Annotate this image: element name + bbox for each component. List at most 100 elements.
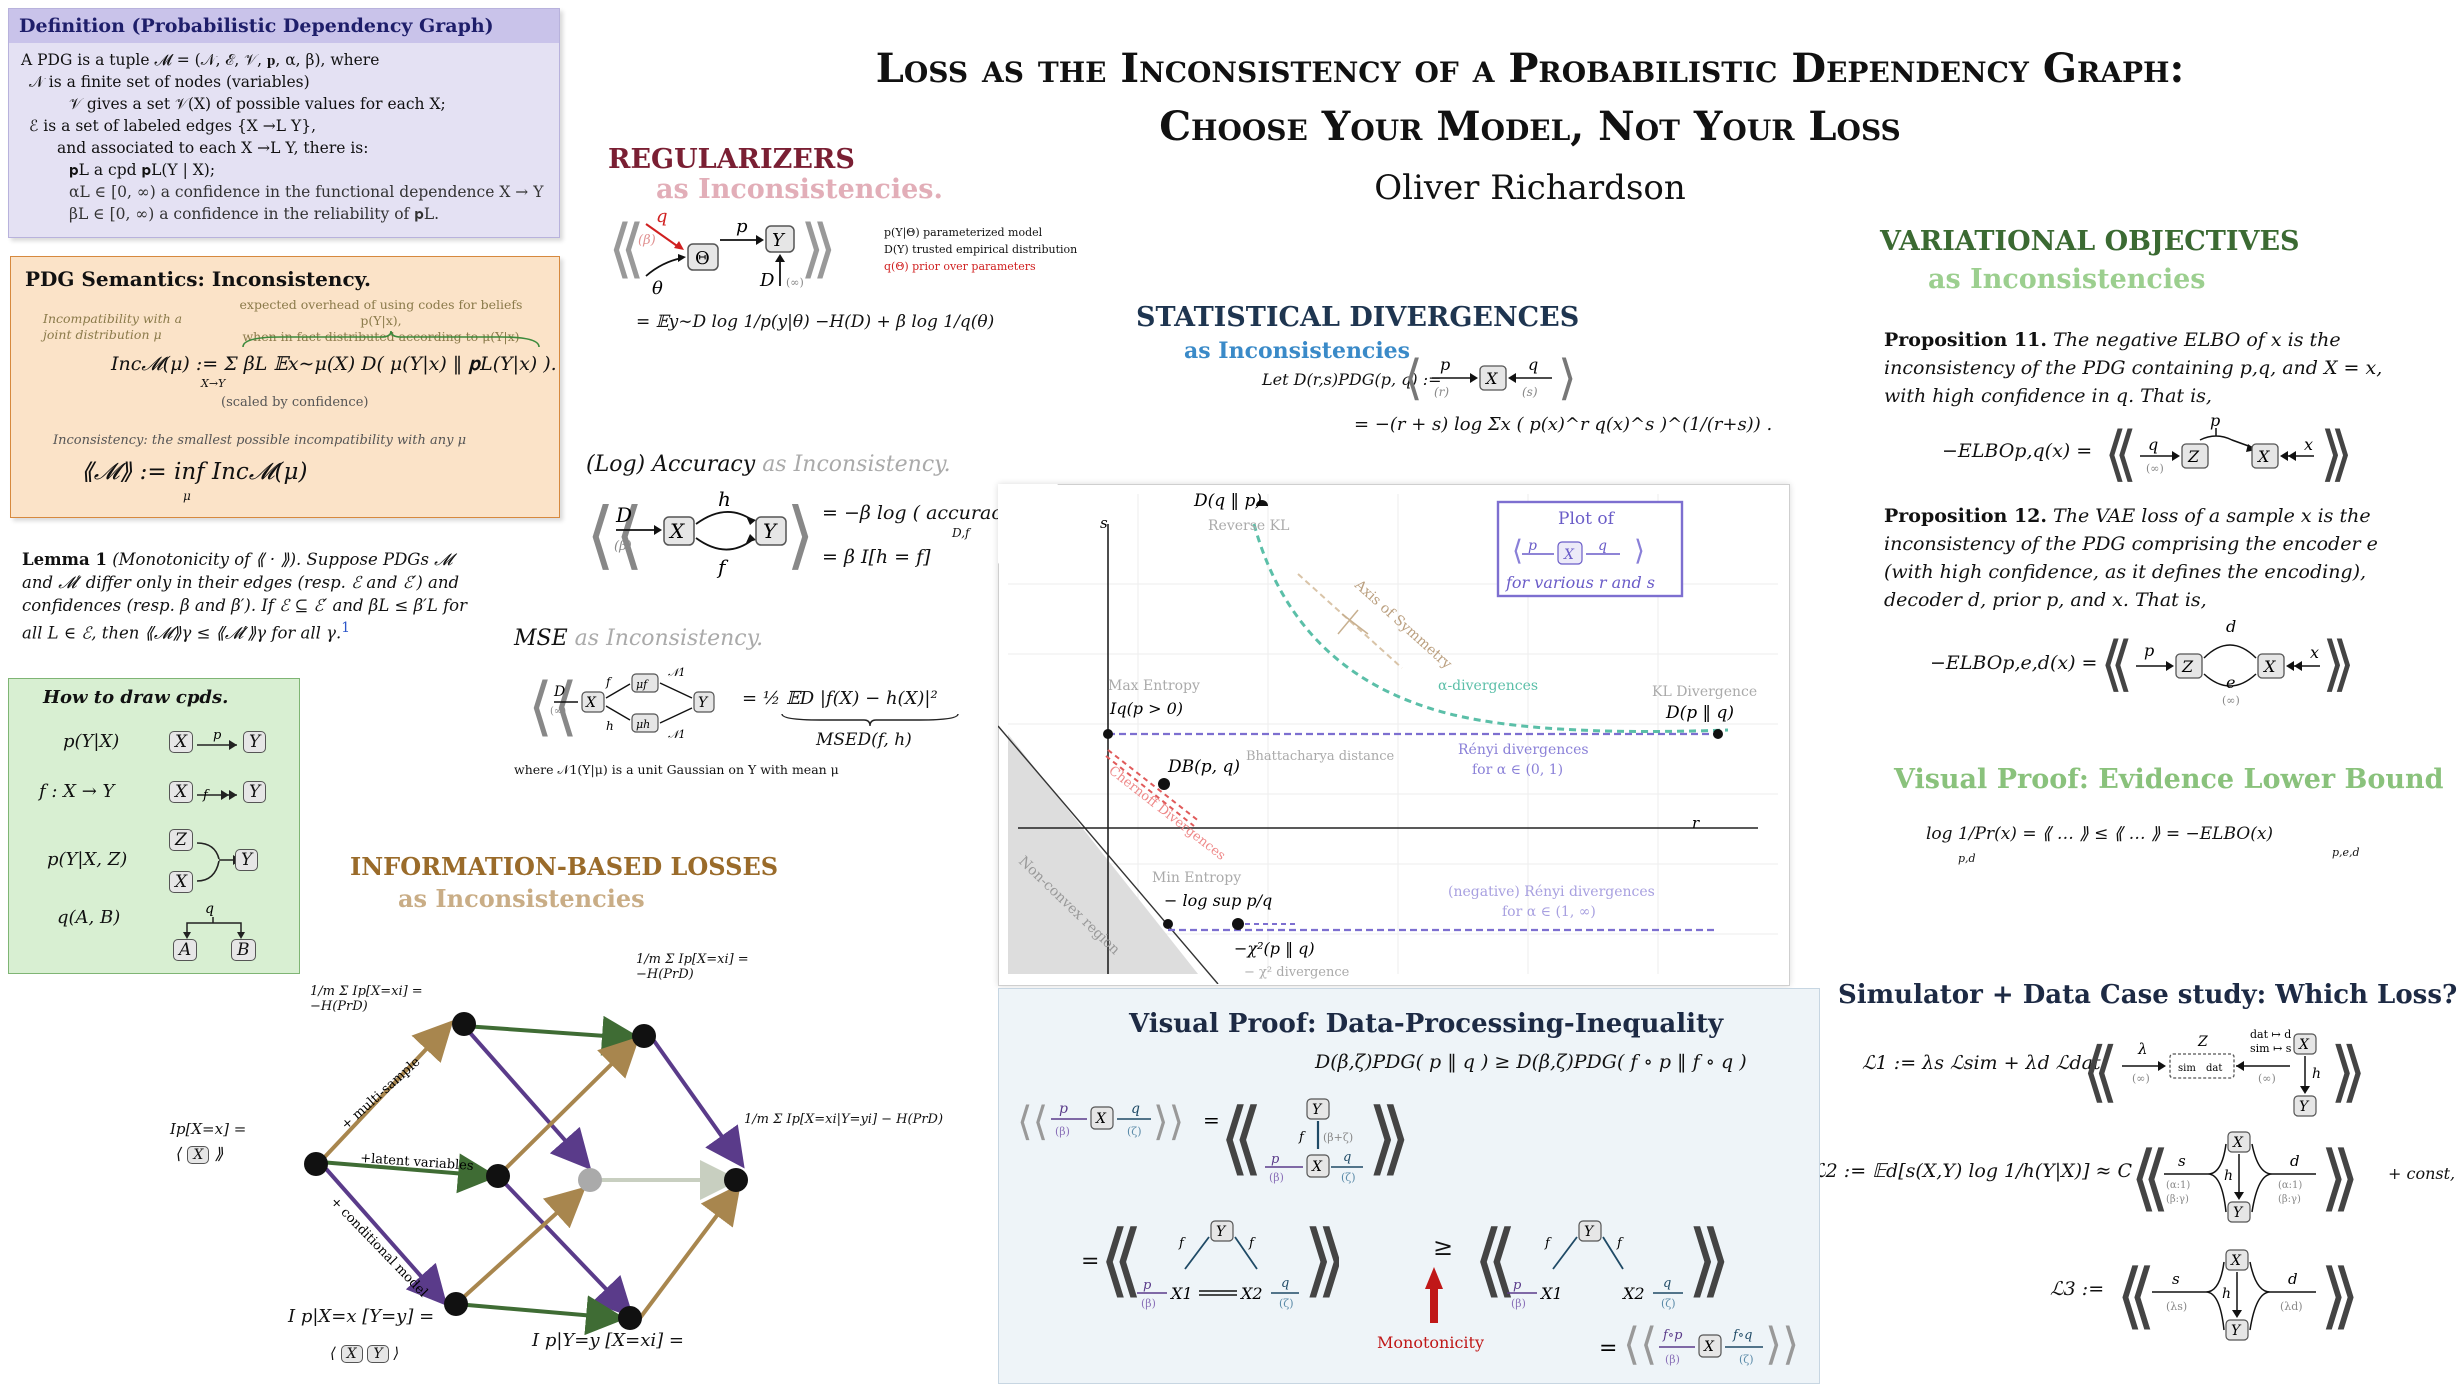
svg-text:Y: Y: [763, 519, 778, 543]
legend-caption: for various r and s: [1505, 573, 1655, 592]
svg-text:X1: X1: [1539, 1284, 1563, 1303]
svg-text:⟫: ⟫: [1687, 1213, 1732, 1306]
svg-text:s: s: [2178, 1152, 2186, 1170]
definition-line: 𝐩L a cpd 𝐩L(Y | X);: [69, 161, 216, 179]
lemma-footnote[interactable]: 1: [341, 620, 351, 636]
reverse-kl-label: Reverse KL: [1208, 518, 1289, 534]
prop-12-formula: −ELBOp,e,d(x) =: [1930, 652, 2098, 674]
svg-text:X2: X2: [1239, 1284, 1263, 1303]
svg-text:⟫: ⟫: [2320, 1253, 2360, 1337]
alpha-divergence-label: α-divergences: [1438, 678, 1538, 694]
info-losses-heading: INFORMATION-BASED LOSSES: [350, 852, 779, 881]
axis-label-r: r: [1692, 814, 1700, 832]
regularizers-heading: REGULARIZERS: [608, 144, 855, 175]
info-losses-lattice: + multi-sample +latent variables + condi…: [304, 1012, 748, 1336]
svg-text:μf: μf: [636, 678, 649, 691]
svg-text:(β+ζ): (β+ζ): [1323, 1131, 1353, 1144]
dpi-heading: Visual Proof: Data-Processing-Inequality: [1129, 1009, 1724, 1039]
info-label-multi-2: 1/m Σ Ip[X=xi] = −H(PrD): [636, 952, 749, 982]
title-line-2: Choose Your Model, Not Your Loss: [1159, 103, 1901, 150]
dpi-ge: ≥: [1433, 1233, 1454, 1261]
svg-text:Θ: Θ: [695, 248, 710, 269]
dpi-pdg-5: = ⟨⟨ f∘p (β) X f∘q (ζ) ⟩⟩: [1599, 1319, 1799, 1370]
stat-div-subheading: as Inconsistencies: [1184, 338, 1411, 364]
svg-text:x: x: [2310, 643, 2319, 662]
lemma-label: Lemma 1: [22, 550, 107, 569]
svg-text:f: f: [1178, 1236, 1186, 1251]
svg-text:⟫: ⟫: [2320, 1135, 2360, 1219]
elbo-proof-sub-1: p,d: [1958, 852, 1976, 865]
svg-text:⟨⟨: ⟨⟨: [1017, 1099, 1048, 1145]
loss-1-pdg: ⟪ λ (∞) Z sim dat dat ↦ d sim ↦ s (∞) X …: [2082, 1028, 2367, 1117]
svg-text:f: f: [716, 555, 729, 579]
svg-text:p: p: [1513, 1278, 1522, 1293]
svg-text:μh: μh: [636, 718, 650, 731]
svg-text:⟪: ⟪: [2130, 1135, 2170, 1219]
svg-text:p: p: [1143, 1278, 1152, 1293]
svg-text:p: p: [213, 729, 222, 743]
regularizer-formula: = 𝔼y∼D log 1/p(y|θ) −H(D) + β log 1/q(θ): [636, 312, 995, 332]
min-entropy-label: Min Entropy: [1152, 870, 1241, 886]
svg-text:⟨⟨: ⟨⟨: [1623, 1319, 1657, 1370]
svg-text:sim ↦ s: sim ↦ s: [2250, 1042, 2292, 1055]
svg-text:(s): (s): [1522, 385, 1538, 399]
dpi-box: Visual Proof: Data-Processing-Inequality…: [998, 988, 1820, 1384]
accuracy-formula-1: = −β log ( accuracy(h) ): [822, 502, 1054, 524]
cpd-arrow-icon: p: [197, 729, 237, 750]
svg-text:f: f: [1616, 1236, 1624, 1251]
svg-text:⟪: ⟪: [2104, 419, 2137, 489]
svg-text:Y: Y: [2299, 1099, 2310, 1115]
svg-text:⟨⟨: ⟨⟨: [528, 670, 578, 744]
kl-formula: D(p ‖ q): [1665, 703, 1734, 723]
cpd-node-x: X: [169, 871, 194, 893]
inconsistency-formula: ⟪𝓜⟫ := inf Inc𝓜(μ): [81, 459, 308, 485]
svg-text:f: f: [1544, 1236, 1552, 1251]
log-accuracy-sub: as Inconsistency.: [762, 452, 951, 477]
svg-text:(∞): (∞): [786, 276, 804, 289]
svg-text:Y: Y: [1584, 1224, 1595, 1240]
overhead-note-1: expected overhead of using codes for bel…: [239, 297, 523, 328]
elbo-pdg: ⟪ q (∞) Z p X x ⟫: [2104, 411, 2353, 489]
cpd-node-y: Y: [243, 781, 267, 803]
dpi-pdg-2: ⟪ Y f (β+ζ) p (β) X q (ζ) ⟫: [1219, 1091, 1412, 1184]
svg-text:𝒩1: 𝒩1: [668, 728, 686, 741]
info-losses-subheading: as Inconsistencies: [398, 884, 645, 913]
svg-text:(β): (β): [1269, 1171, 1284, 1184]
monotonicity-arrow-icon: [1425, 1267, 1443, 1323]
svg-text:⟩: ⟩: [800, 212, 825, 286]
svg-text:q: q: [656, 206, 668, 227]
svg-text:⟩: ⟩: [812, 212, 837, 286]
svg-text:q: q: [1131, 1101, 1140, 1117]
svg-text:(∞): (∞): [550, 706, 566, 717]
info-label-cond-latent: 1/m Σ Ip[X=xi|Y=yi] − H(PrD): [744, 1112, 944, 1127]
svg-text:⟪: ⟪: [1219, 1091, 1264, 1184]
accuracy-formula-sub: D,f: [952, 526, 970, 540]
joint-arrow-icon: q: [183, 901, 245, 939]
info-ip-pdg: ⟨ X ⟫: [176, 1144, 224, 1164]
cpd-node-x: X: [169, 781, 194, 803]
svg-text:X: X: [2262, 657, 2276, 676]
svg-text:p: p: [2210, 411, 2220, 430]
cpd-label: p(Y|X, Z): [47, 849, 128, 870]
svg-text:(β): (β): [614, 539, 632, 554]
alpha-divergence-curve: [1252, 523, 1729, 733]
cpd-label: f : X → Y: [39, 781, 115, 802]
loss-3: ℒ3 :=: [2050, 1278, 2105, 1300]
cpd-label: p(Y|X): [63, 731, 120, 752]
prop-11: Proposition 11. The negative ELBO of x i…: [1884, 326, 2424, 410]
svg-text:(β): (β): [1511, 1297, 1526, 1310]
neg-renyi-label: (negative) Rényi divergences: [1448, 884, 1655, 900]
function-arrow-icon: f: [197, 788, 237, 803]
loss-1: ℒ1 := λs ℒsim + λd ℒdat: [1862, 1052, 2101, 1074]
svg-text:(λd): (λd): [2280, 1300, 2303, 1313]
dpi-pdg-4: ⟪ Y f f p (β) X1 X2 q (ζ) ⟫: [1473, 1213, 1732, 1310]
lemma-text: (Monotonicity of ⟪ · ⟫). Suppose PDGs 𝓜 …: [22, 550, 468, 643]
cpd-node-a: A: [173, 939, 198, 961]
svg-text:⟨: ⟨: [608, 212, 633, 286]
cpd-node-y: Y: [235, 849, 259, 871]
scaled-note: (scaled by confidence): [221, 395, 369, 410]
info-label-cond-multi: I p|Y=y [X=xi] =: [532, 1330, 684, 1351]
max-entropy-label: Max Entropy: [1108, 678, 1200, 694]
prop-11-label: Proposition 11.: [1884, 329, 2047, 351]
svg-text:h: h: [2312, 1066, 2321, 1082]
